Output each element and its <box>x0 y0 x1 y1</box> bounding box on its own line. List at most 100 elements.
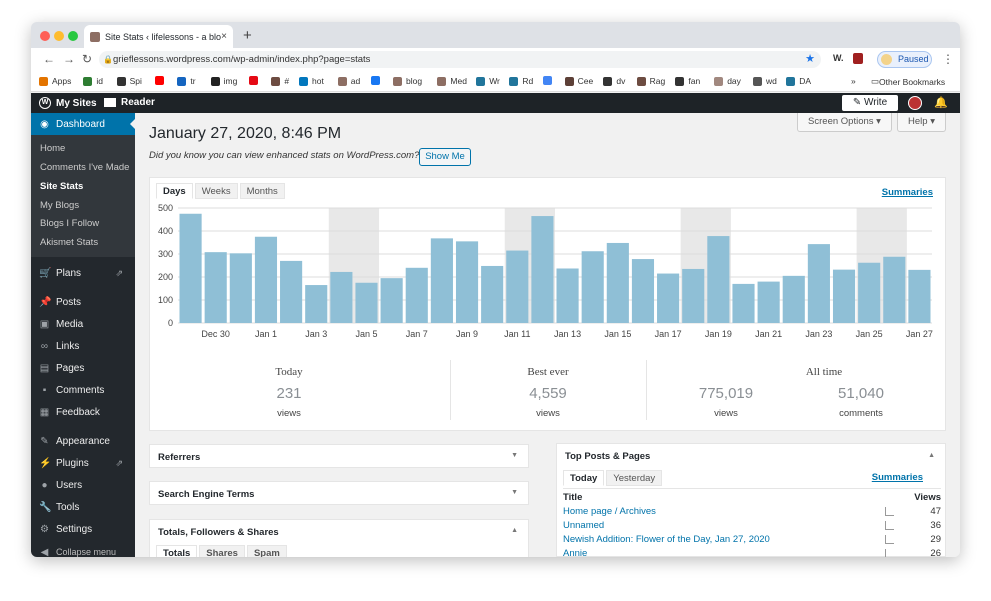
bookmark-item[interactable]: DA <box>786 76 811 86</box>
bookmark-item[interactable]: Med <box>437 76 467 86</box>
chevron-up-icon[interactable]: ▲ <box>928 452 935 459</box>
notifications-bell-icon[interactable]: 🔔 <box>934 97 948 109</box>
bookmark-item[interactable] <box>542 76 556 85</box>
bookmark-label: fan <box>688 76 701 86</box>
my-sites-link[interactable]: W My Sites <box>39 97 97 109</box>
bookmark-item[interactable]: wd <box>753 76 777 86</box>
tab-days[interactable]: Days <box>156 183 193 199</box>
tab-totals[interactable]: Totals <box>156 545 198 557</box>
tab-close-icon[interactable]: × <box>221 31 227 42</box>
url-bar[interactable]: 🔒 grieflessons.wordpress.com/wp-admin/in… <box>99 51 821 68</box>
bookmark-item[interactable]: Wr <box>476 76 500 86</box>
tab-weeks[interactable]: Weeks <box>194 183 238 199</box>
tab-yesterday[interactable]: Yesterday <box>606 470 663 486</box>
sidebar-item-comments[interactable]: ▪ Comments <box>31 380 135 400</box>
write-button[interactable]: ✎ Write <box>842 95 898 111</box>
submenu-site-stats[interactable]: Site Stats <box>40 181 84 192</box>
bookmark-item[interactable] <box>249 76 262 85</box>
chevron-up-icon[interactable]: ▲ <box>511 527 518 534</box>
submenu-my-blogs[interactable]: My Blogs <box>40 200 80 211</box>
browser-tab[interactable]: Site Stats ‹ lifelessons - a blog × <box>84 25 233 48</box>
sidebar-item-media[interactable]: ▣ Media <box>31 314 135 334</box>
bookmark-item[interactable]: fan <box>675 76 700 86</box>
bookmarks-overflow-icon[interactable]: » <box>851 76 856 86</box>
minimize-window-icon[interactable] <box>54 31 64 41</box>
bookmark-item[interactable]: Rd <box>509 76 533 86</box>
bookmark-item[interactable]: day <box>714 76 741 86</box>
post-title-link[interactable]: Annie <box>563 548 588 557</box>
sidebar-item-users[interactable]: ● Users <box>31 475 135 495</box>
stat-unit: views <box>714 408 738 419</box>
submenu-akismet-stats[interactable]: Akismet Stats <box>40 237 99 248</box>
user-avatar[interactable] <box>908 96 922 110</box>
sidebar-item-settings[interactable]: ⚙ Settings <box>31 519 135 539</box>
x-tick-label: Jan 13 <box>554 329 581 339</box>
browser-menu-icon[interactable]: ⋮ <box>942 52 954 66</box>
bookmark-item[interactable] <box>371 76 384 85</box>
other-bookmarks-folder[interactable]: ▭ Other Bookmarks <box>871 76 945 87</box>
bar-chart-icon[interactable] <box>885 521 894 530</box>
bookmark-item[interactable]: Spi <box>116 76 142 86</box>
close-window-icon[interactable] <box>40 31 50 41</box>
extension-shield-icon[interactable] <box>853 53 863 64</box>
post-title-link[interactable]: Newish Addition: Flower of the Day, Jan … <box>563 534 770 545</box>
chevron-down-icon[interactable]: ▼ <box>511 452 518 459</box>
post-title-link[interactable]: Home page / Archives <box>563 506 656 517</box>
bookmark-item[interactable] <box>155 76 168 85</box>
submenu-blogs-i-follow[interactable]: Blogs I Follow <box>40 218 100 229</box>
bookmark-item[interactable]: id <box>83 76 103 86</box>
bookmark-item[interactable]: # <box>271 76 289 86</box>
help-button[interactable]: Help ▾ <box>897 113 946 132</box>
x-tick-label: Jan 25 <box>856 329 883 339</box>
forward-icon[interactable]: → <box>63 52 75 66</box>
collapse-menu-button[interactable]: ◀ Collapse menu <box>31 542 135 558</box>
sidebar-item-appearance[interactable]: ✎ Appearance <box>31 431 135 451</box>
bookmark-item[interactable]: img <box>210 76 237 86</box>
bar-chart-icon[interactable] <box>885 507 894 516</box>
bookmark-item[interactable]: blog <box>393 76 422 86</box>
chevron-down-icon[interactable]: ▼ <box>511 489 518 496</box>
tab-months[interactable]: Months <box>239 183 285 199</box>
sidebar-item-pages[interactable]: ▤ Pages <box>31 358 135 378</box>
sidebar-item-plugins[interactable]: ⚡ Plugins ⇗ <box>31 453 135 473</box>
sidebar-item-posts[interactable]: 📌 Posts <box>31 292 135 312</box>
sidebar-item-dashboard[interactable]: ◉ Dashboard <box>31 113 135 135</box>
tab-spam[interactable]: Spam <box>246 545 287 557</box>
summaries-link[interactable]: Summaries <box>881 187 933 198</box>
bookmark-star-icon[interactable]: ★ <box>805 53 815 65</box>
bar <box>832 269 856 323</box>
feedback-icon: ▦ <box>39 406 50 418</box>
bookmark-item[interactable]: tr <box>177 76 196 86</box>
sidebar-item-feedback[interactable]: ▦ Feedback <box>31 402 135 422</box>
show-me-button[interactable]: Show Me <box>419 148 471 166</box>
tab-shares[interactable]: Shares <box>199 545 245 557</box>
profile-button[interactable]: Paused <box>877 51 932 68</box>
bookmark-item[interactable]: Rag <box>636 76 665 86</box>
tab-today[interactable]: Today <box>563 470 605 486</box>
sidebar-item-plans[interactable]: 🛒 Plans ⇗ <box>31 263 135 283</box>
submenu-home[interactable]: Home <box>40 143 66 154</box>
page-title: January 27, 2020, 8:46 PM <box>149 125 342 142</box>
bar-chart-icon[interactable] <box>885 535 894 544</box>
sidebar-item-links[interactable]: ∞ Links <box>31 336 135 356</box>
bookmark-item[interactable]: hot <box>299 76 324 86</box>
sidebar-item-tools[interactable]: 🔧 Tools <box>31 497 135 517</box>
submenu-comments-made[interactable]: Comments I've Made <box>40 162 130 173</box>
reload-icon[interactable]: ↻ <box>82 52 93 66</box>
bookmark-label: id <box>96 76 104 86</box>
top-posts-summaries-link[interactable]: Summaries <box>871 472 923 483</box>
extension-w-icon[interactable]: W. <box>833 53 844 63</box>
search-terms-box[interactable]: Search Engine Terms ▼ <box>149 481 529 505</box>
bookmark-item[interactable]: dv <box>603 76 625 86</box>
bookmark-item[interactable]: Apps <box>39 76 71 86</box>
maximize-window-icon[interactable] <box>68 31 78 41</box>
back-icon[interactable]: ← <box>43 52 55 66</box>
screen-options-button[interactable]: Screen Options ▾ <box>797 113 892 132</box>
bar-chart-icon[interactable] <box>885 549 894 557</box>
bookmark-item[interactable]: Cee <box>564 76 593 86</box>
post-title-link[interactable]: Unnamed <box>563 520 605 531</box>
referrers-box[interactable]: Referrers ▼ <box>149 444 529 468</box>
bookmark-item[interactable]: ad <box>337 76 360 86</box>
reader-link[interactable]: Reader <box>104 97 155 108</box>
new-tab-button[interactable]: + <box>243 27 252 44</box>
